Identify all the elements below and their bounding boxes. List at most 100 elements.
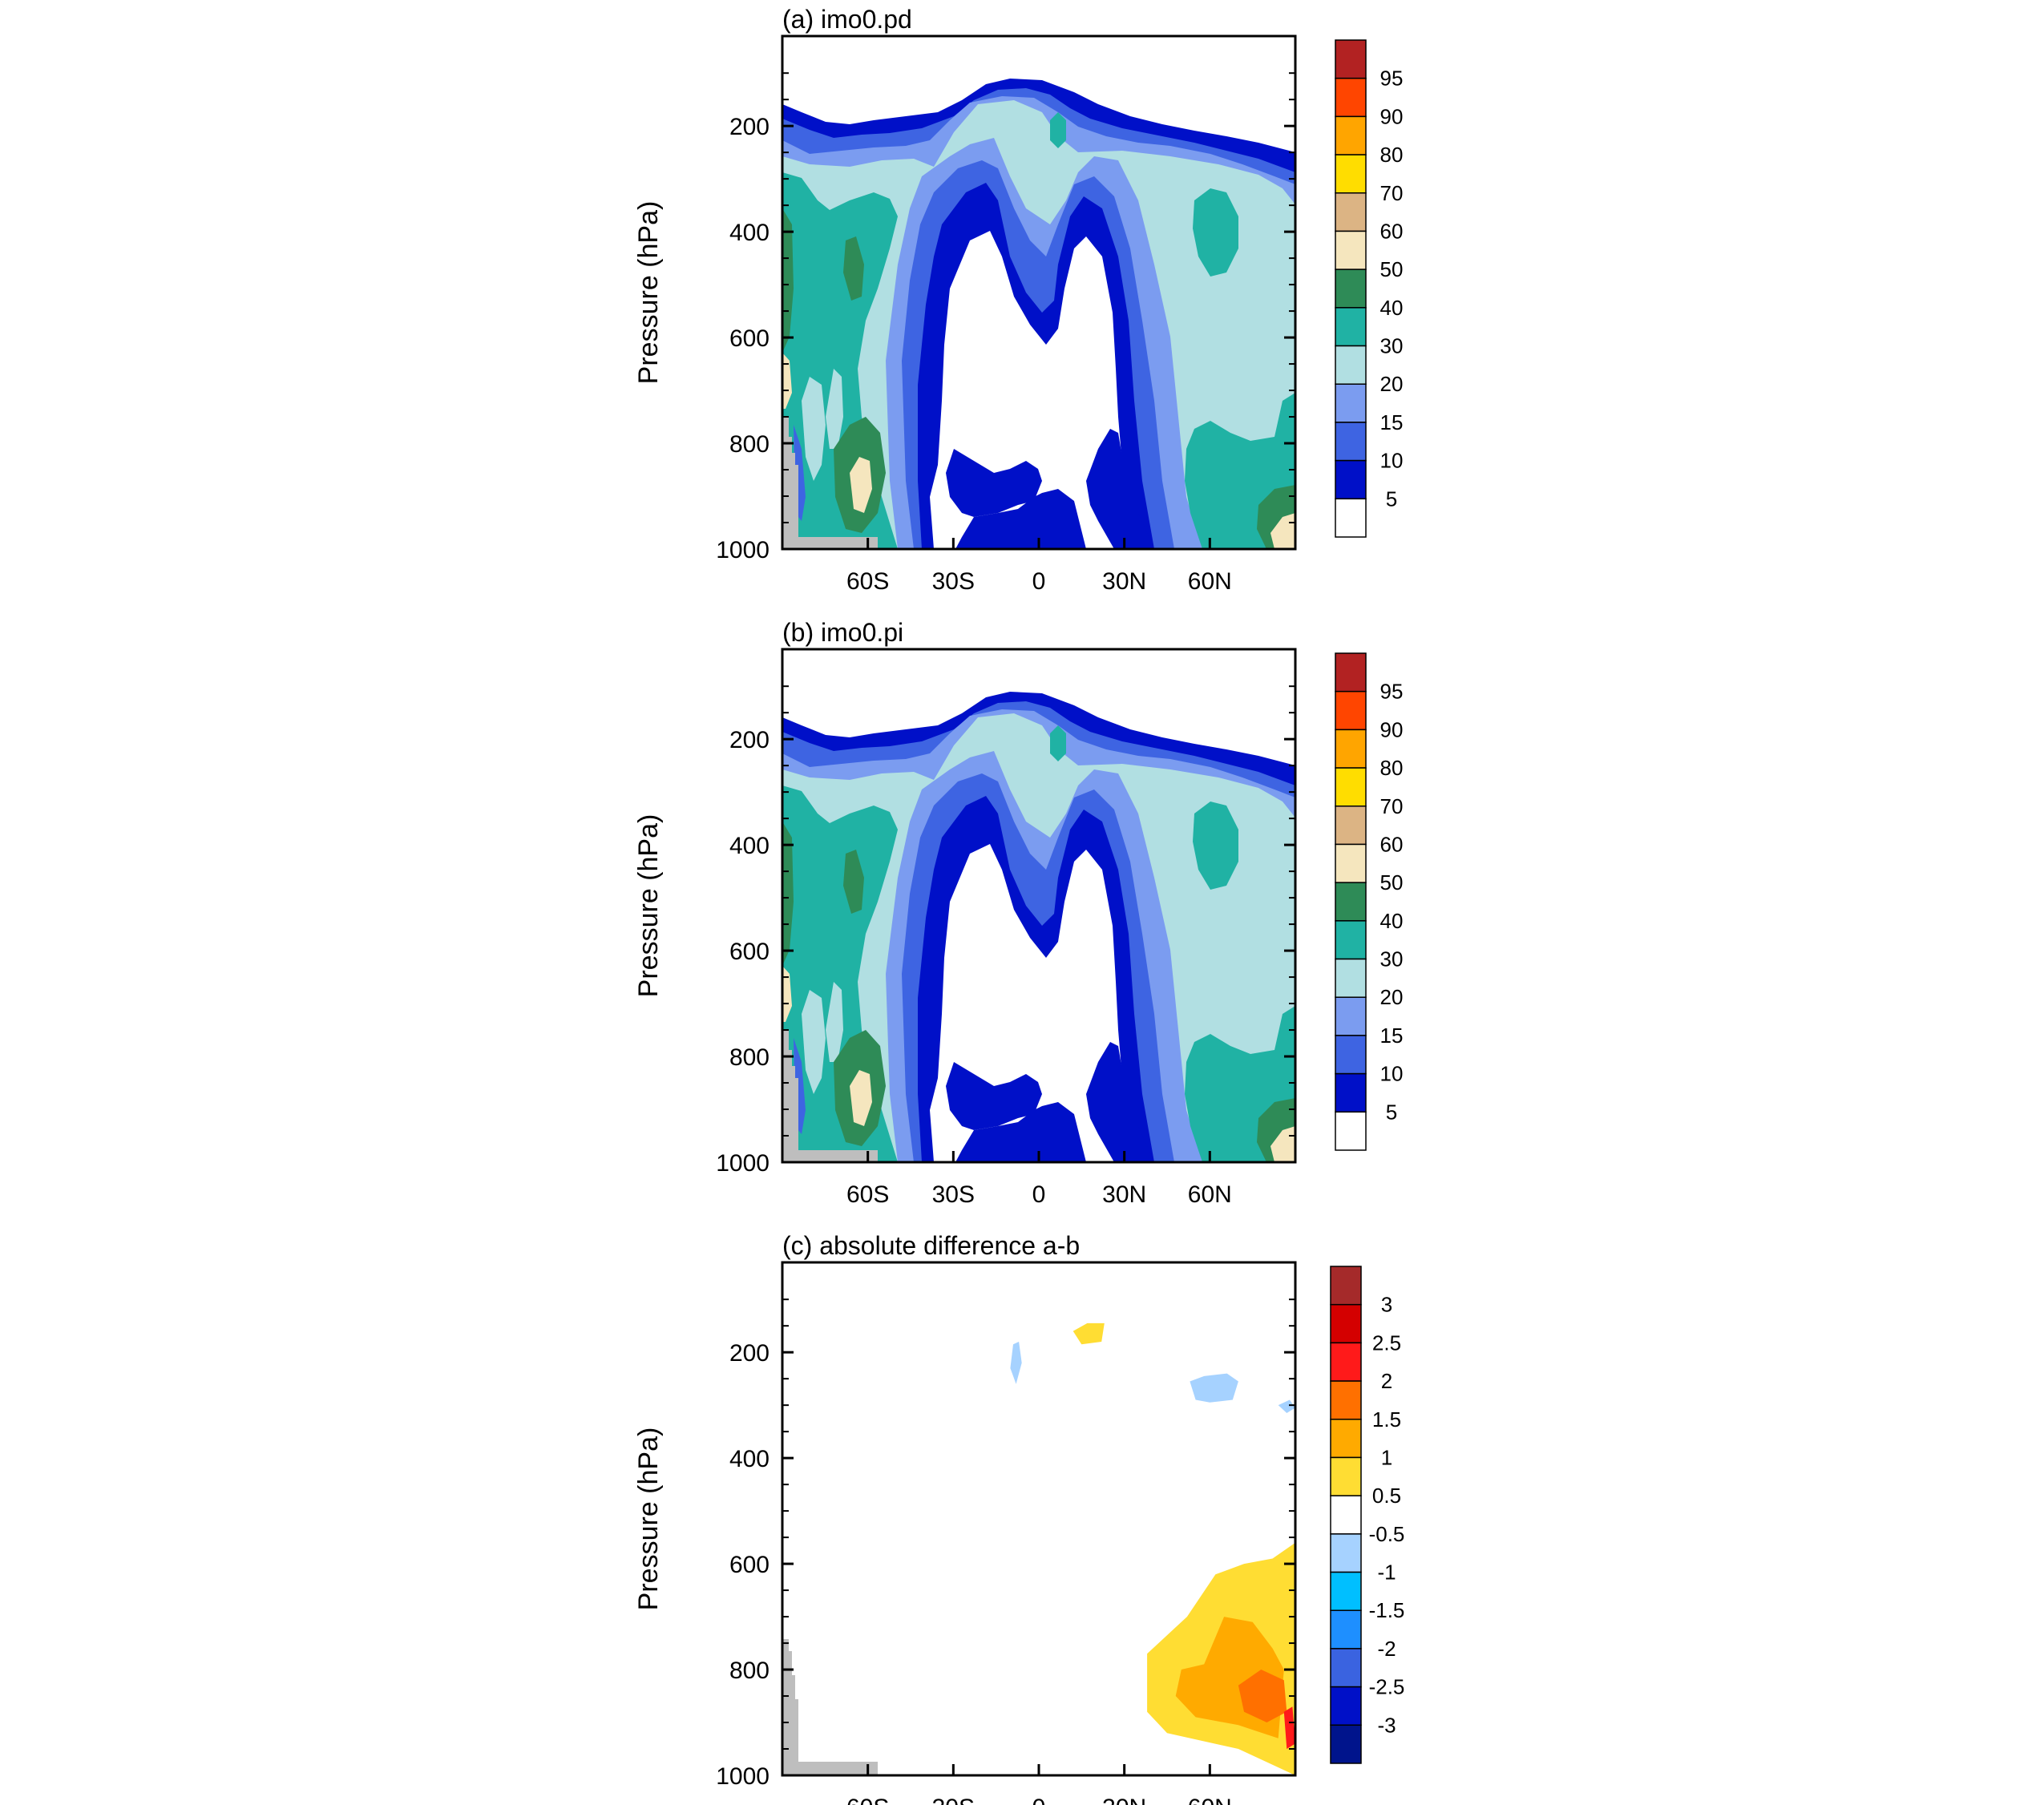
nh-30-upper <box>1193 188 1238 277</box>
tropics-core-lower-5-nh <box>1086 1042 1154 1162</box>
colorbar-box <box>1330 1419 1362 1459</box>
colorbar-box <box>1330 1303 1362 1344</box>
tropics-core-lower-5-nh <box>1086 429 1154 549</box>
colorbar-label: 95 <box>1380 680 1404 704</box>
colorbar-label: 50 <box>1380 870 1404 894</box>
y-tick-label: 600 <box>729 1552 770 1578</box>
upper-tropics-30 <box>1050 112 1066 148</box>
colorbar-label: 10 <box>1380 449 1404 473</box>
colorbar-box <box>1330 1495 1362 1535</box>
colorbar-label: 40 <box>1380 296 1404 320</box>
colorbar-box <box>1335 459 1367 500</box>
x-tick-label: 60N <box>1188 1181 1232 1208</box>
colorbar-box <box>1330 1380 1362 1420</box>
colorbar-label: 20 <box>1380 985 1404 1009</box>
colorbar-box <box>1335 39 1367 79</box>
panel-b: (b) imo0.pi <box>633 618 1403 1208</box>
difference-region <box>1072 1322 1105 1345</box>
colorbar-label: 30 <box>1380 334 1404 358</box>
topography-mask <box>782 417 878 549</box>
colorbar-box <box>1335 882 1367 922</box>
x-tick-label: 0 <box>1032 1181 1046 1208</box>
y-tick-label: 800 <box>729 1658 770 1684</box>
sh-20-tongue-2 <box>826 982 843 1062</box>
colorbar-box <box>1330 1533 1362 1573</box>
sh-20-tongue-2 <box>826 369 843 449</box>
y-tick-label: 1000 <box>716 537 770 563</box>
colorbar-box <box>1335 920 1367 960</box>
colorbar-label: 40 <box>1380 909 1404 933</box>
panel-a-x-ticks: 60S 30S 0 30N 60N <box>846 538 1232 595</box>
colorbar-box <box>1335 498 1367 538</box>
colorbar-box <box>1330 1571 1362 1611</box>
colorbar-box <box>1335 1111 1367 1151</box>
sh-40-upper <box>843 850 864 914</box>
colorbar-label: 60 <box>1380 219 1404 243</box>
y-tick-label: 400 <box>729 1446 770 1472</box>
colorbar-box <box>1330 1686 1362 1726</box>
colorbar-label: 15 <box>1380 1024 1404 1048</box>
colorbar-label: 0.5 <box>1372 1484 1401 1508</box>
y-tick-label: 400 <box>729 833 770 859</box>
colorbar-label: 95 <box>1380 67 1404 91</box>
colorbar-box <box>1335 192 1367 232</box>
panel-b-plot-area <box>782 649 1295 1162</box>
x-tick-label: 0 <box>1032 1795 1046 1805</box>
y-tick-label: 800 <box>729 1044 770 1071</box>
colorbar-box <box>1335 269 1367 309</box>
x-tick-label: 30N <box>1102 568 1146 595</box>
colorbar-box <box>1335 729 1367 769</box>
x-tick-label: 60S <box>846 568 889 595</box>
x-tick-label: 30N <box>1102 1181 1146 1208</box>
y-tick-label: 200 <box>729 114 770 140</box>
colorbar-label: 80 <box>1380 756 1404 780</box>
y-tick-label: 200 <box>729 727 770 753</box>
colorbar-label: 5 <box>1386 1100 1397 1124</box>
y-tick-label: 200 <box>729 1340 770 1367</box>
y-tick-label: 600 <box>729 325 770 352</box>
difference-region <box>1283 1706 1295 1749</box>
x-tick-label: 30S <box>932 568 975 595</box>
colorbar-label: 80 <box>1380 143 1404 167</box>
sh-20-tongue <box>802 377 826 481</box>
panel-c-y-ticks: 200 400 600 800 1000 <box>716 1298 1295 1790</box>
sh-edge-50 <box>782 353 792 409</box>
colorbar-label: 2 <box>1381 1369 1392 1393</box>
colorbar-box <box>1335 996 1367 1036</box>
panel-c-title: (c) absolute difference a-b <box>782 1231 1080 1260</box>
x-tick-label: 30S <box>932 1795 975 1805</box>
panel-c-ylabel: Pressure (hPa) <box>633 1427 664 1611</box>
panel-c-regions <box>1010 1322 1295 1775</box>
colorbar-box <box>1330 1724 1362 1764</box>
colorbar-label: -1 <box>1377 1561 1396 1585</box>
colorbar-label: 10 <box>1380 1062 1404 1086</box>
x-tick-label: 30S <box>932 1181 975 1208</box>
difference-region <box>1238 1670 1287 1722</box>
colorbar-label: 2.5 <box>1372 1331 1401 1355</box>
colorbar-label: 90 <box>1380 104 1404 128</box>
panel-a-y-ticks: 200 400 600 800 1000 <box>716 72 1295 563</box>
difference-region <box>1190 1373 1238 1403</box>
colorbar-label: 20 <box>1380 372 1404 396</box>
x-tick-label: 60S <box>846 1181 889 1208</box>
panel-c-x-ticks: 60S 30S 0 30N 60N <box>846 1764 1232 1805</box>
colorbar-box <box>1335 652 1367 693</box>
upper-tropics-30 <box>1050 725 1066 761</box>
panel-a: (a) imo0.pd <box>633 5 1403 595</box>
colorbar-box <box>1335 154 1367 194</box>
y-tick-label: 800 <box>729 431 770 458</box>
colorbar-box <box>1335 77 1367 118</box>
colorbar-label: 50 <box>1380 257 1404 281</box>
y-tick-label: 600 <box>729 939 770 965</box>
tropics-core-lower-5 <box>946 1062 1042 1130</box>
colorbar-box <box>1335 1072 1367 1113</box>
colorbar-box <box>1335 115 1367 155</box>
colorbar-label: 60 <box>1380 832 1404 856</box>
sh-edge-40 <box>782 822 794 966</box>
sh-edge-50 <box>782 966 792 1022</box>
colorbar-label: 5 <box>1386 487 1397 511</box>
y-tick-label: 1000 <box>716 1150 770 1177</box>
colorbar-box <box>1335 843 1367 883</box>
panel-b-ylabel: Pressure (hPa) <box>633 814 664 998</box>
colorbar-box <box>1330 1266 1362 1306</box>
